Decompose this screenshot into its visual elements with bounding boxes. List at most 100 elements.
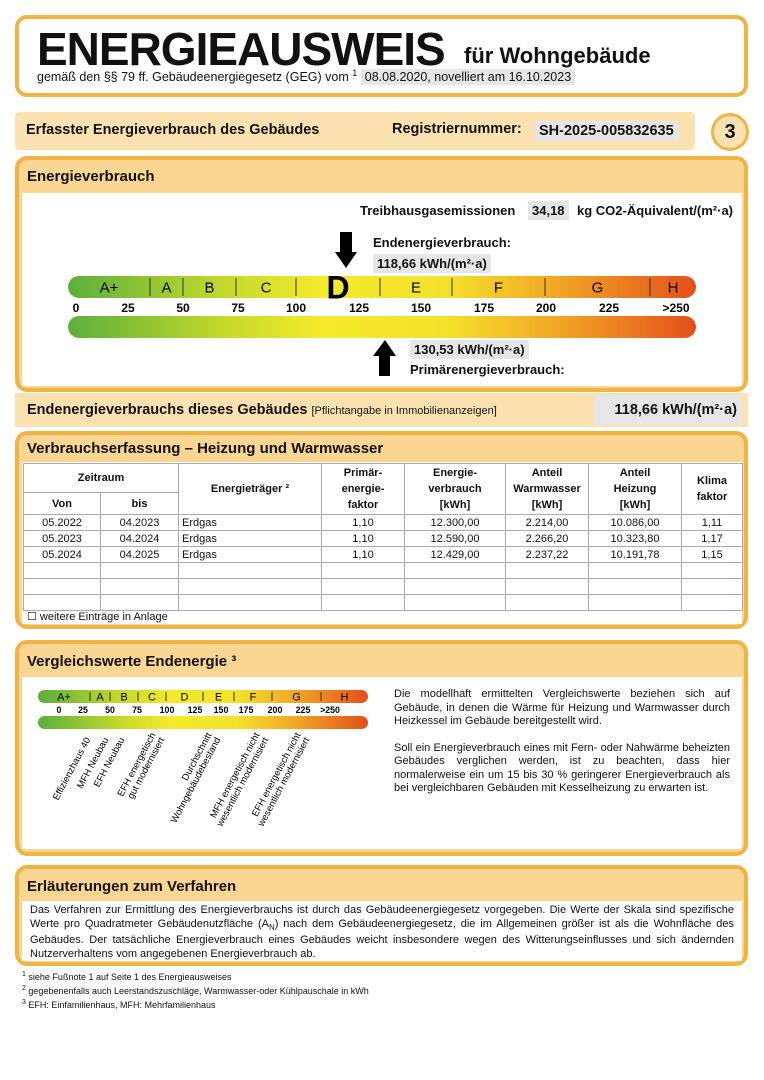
cell [178,594,322,611]
cell: 1,15 [681,546,743,563]
cell: 05.2022 [23,514,101,531]
cell [404,562,506,579]
title: ENERGIEAUSWEIS [37,23,446,75]
class-label: B [120,691,127,703]
comparison-scale: A+ A B C D E F G H0 25 50 75 100 125 150 175 200 225 >250E… [38,690,368,829]
cell: 05.2024 [23,546,101,563]
header-line: energie- [341,483,385,495]
scale-label: 75 [231,301,245,315]
cell: 12.429,00 [404,546,506,563]
header-cell: Energie-verbrauch [kWh] [404,463,506,515]
header-line: [kWh] [531,499,563,511]
class-label: D [181,691,189,703]
header-line: [kWh] [619,499,651,511]
ghg-label: Treibhausgasemissionen [360,203,516,218]
class-label: A [161,279,171,296]
cell [100,562,179,579]
header-box [15,15,748,97]
header-cell: Klima faktor [681,463,743,515]
date: 08.08.2020, novelliert am 16.10.2023 [360,69,576,86]
cell [681,594,743,611]
cell [23,594,101,611]
ghg-value: 34,18 [528,201,569,220]
cell: 10.086,00 [588,514,682,531]
cell: 1,17 [681,530,743,547]
data-row: 05.2024 04.2025 Erdgas 1,10 12.429,00 2.237,2… [23,546,743,563]
scale-label: 100 [160,705,175,715]
reg-label: Registriernummer: [392,121,522,137]
header-cell: Zeitraum [23,463,179,493]
footnote: 1 siehe Fußnote 1 auf Seite 1 des Energi… [22,969,369,983]
cell: 10.323,80 [588,530,682,547]
header-cell: Von [23,492,101,515]
footnote-mark: 1 [352,68,358,78]
cell [588,578,682,595]
consumption-table: Zeitraum Energieträger ² Primär-energie-fa… [23,463,743,611]
class-label: A+ [100,279,119,296]
cell: 12.300,00 [404,514,506,531]
cell [23,562,101,579]
empty-row [23,562,743,579]
element: Zeitraum Energieträger ² Primär-energie-fa… [23,463,743,515]
cell [505,594,589,611]
cell [321,594,405,611]
scale-label: 125 [188,705,203,715]
cell: 05.2023 [23,530,101,547]
header-cell: Anteil Heizung [kWh] [588,463,682,515]
law-line: gemäß den §§ 79 ff. Gebäudeenergiegesetz… [37,68,576,86]
class-label: B [204,279,214,296]
scale-label: 200 [268,705,283,715]
energy-heading: Energieverbrauch [27,168,155,185]
summary-line: Endenergieverbrauchs dieses Gebäudes [Pf… [27,402,497,418]
class-label: E [411,279,421,296]
header-cell: Anteil Warmwasser [kWh] [505,463,589,515]
header-line: Warmwasser [513,483,581,495]
paragraph: Die modellhaft ermittelten Vergleichswer… [394,688,730,727]
cell: Erdgas [178,530,322,547]
class-label: E [215,691,222,703]
scale-label: >250 [662,301,689,315]
empty-row [23,578,743,595]
header-cell: Primär-energie-faktor [321,463,405,515]
class-label: G [292,691,301,703]
cell: 04.2023 [100,514,179,531]
scale-label: 0 [57,705,62,715]
cell [681,562,743,579]
explanation-heading: Erläuterungen zum Verfahren [27,878,237,895]
subscript: N [268,922,275,932]
subtitle: für Wohngebäude [464,43,651,68]
primary-label: Primärenergieverbrauch: [410,362,565,377]
footnote-mark: 3 [22,999,26,1006]
scale-label: 100 [286,301,306,315]
scale-label: 50 [105,705,115,715]
footnote-text: gegebenenfalls auch Leerstandszuschläge,… [28,986,369,996]
end-arrow [335,232,357,268]
data-row: 05.2023 04.2024 Erdgas 1,10 12.590,00 2.266,2… [23,530,743,547]
cell: 2.237,22 [505,546,589,563]
class-label: A [96,691,104,703]
header-line: Klima [697,475,727,487]
footnote-mark: 1 [22,971,26,978]
cell [404,594,506,611]
footnote: 2 gegebenenfalls auch Leerstandszuschläg… [22,983,369,997]
header-cell: bis [100,492,179,515]
header-line: Primär- [343,467,383,479]
footnote-mark: 2 [22,985,26,992]
header-line: [kWh] [439,499,471,511]
cell [681,578,743,595]
class-label: C [148,691,156,703]
element: 05.2022 04.2023 Erdgas 1,10 12.300,00 2.214,0… [23,514,743,611]
class-label: A+ [57,691,71,703]
cell: 12.590,00 [404,530,506,547]
consumption-heading: Verbrauchserfassung – Heizung und Warmwa… [27,440,384,457]
header-line: faktor [696,491,728,503]
cell: 04.2024 [100,530,179,547]
cell [178,578,322,595]
scale-label: 175 [239,705,254,715]
scale-label: 25 [121,301,135,315]
cell [100,578,179,595]
scale-label: 125 [349,301,369,315]
summary-value: 118,66 kWh/(m²·a) [594,395,742,425]
scale-label: 200 [536,301,556,315]
paragraph: Soll ein Energieverbrauch eines mit Fern… [394,741,730,795]
